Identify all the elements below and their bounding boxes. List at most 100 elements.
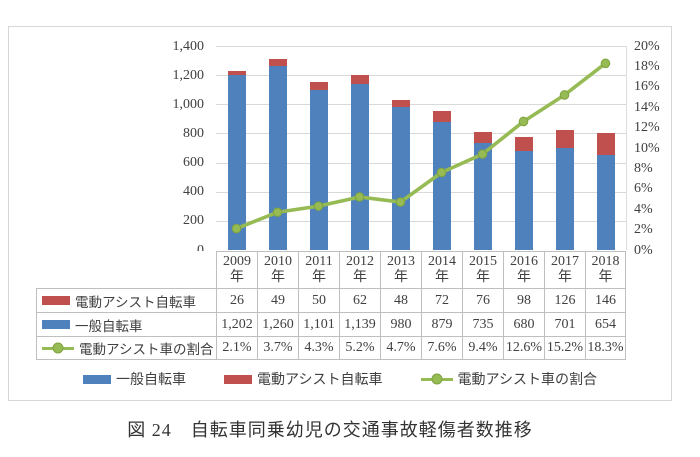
- table-value-cell: 680: [504, 313, 544, 336]
- year-number: 2015: [469, 254, 497, 269]
- table-value-cell: 146: [586, 289, 626, 312]
- right-axis-tick-label: 8%: [634, 160, 653, 176]
- year-suffix: 年: [271, 270, 285, 285]
- right-axis-tick-label: 4%: [634, 201, 653, 217]
- right-axis-tick-label: 6%: [634, 181, 653, 197]
- legend-blue-swatch: [83, 374, 112, 384]
- table-value-cell: 76: [463, 289, 503, 312]
- ratio-line-marker: [395, 197, 406, 207]
- right-axis-tick-label: 0%: [634, 242, 653, 258]
- table-value-cell: 5.2%: [340, 337, 380, 360]
- table-value-cell: 26: [217, 289, 257, 312]
- right-axis-tick-label: 2%: [634, 222, 653, 238]
- year-number: 2010: [264, 254, 292, 269]
- table-value-cell: 50: [299, 289, 339, 312]
- gridline: [216, 162, 626, 164]
- year-suffix: 年: [394, 270, 408, 285]
- bar-segment-assist: [350, 75, 369, 85]
- table-year-header: 2011 年: [299, 251, 339, 288]
- table-year-header: 2014 年: [422, 251, 462, 288]
- table-year-header: 2012 年: [340, 251, 380, 288]
- line-swatch-marker: [52, 342, 64, 354]
- bar-segment-assist: [596, 133, 615, 155]
- ratio-line-marker: [518, 116, 529, 127]
- table-year-header: 2015 年: [463, 251, 503, 288]
- bar-segment-assist: [555, 129, 574, 148]
- year-number: 2012: [346, 254, 374, 269]
- year-suffix: 年: [476, 270, 490, 285]
- left-axis-tick-label: 200: [183, 213, 204, 229]
- bar-segment-assist: [309, 82, 328, 90]
- table-value-cell: 18.3%: [586, 337, 626, 360]
- year-suffix: 年: [230, 270, 244, 285]
- table-value-cell: 1,139: [340, 313, 380, 336]
- left-axis-tick-label: 600: [183, 155, 204, 171]
- table-value-cell: 72: [422, 289, 462, 312]
- bar-segment-assist: [227, 71, 246, 75]
- table-value-cell: 4.7%: [381, 337, 421, 360]
- table-row-label: 電動アシスト車の割合: [79, 342, 214, 357]
- year-number: 2017: [551, 254, 579, 269]
- legend-item: 一般自転車: [83, 369, 186, 389]
- year-number: 2009: [223, 254, 251, 269]
- year-number: 2013: [387, 254, 415, 269]
- year-suffix: 年: [312, 270, 326, 285]
- left-axis-tick-label: 400: [183, 184, 204, 200]
- ratio-line-marker: [313, 201, 324, 211]
- year-suffix: 年: [435, 270, 449, 285]
- table-value-cell: 7.6%: [422, 337, 462, 360]
- table-row-label: 一般自転車: [75, 318, 143, 334]
- legend-item-label: 一般自転車: [116, 373, 187, 388]
- table-value-cell: 980: [381, 313, 421, 336]
- table-value-cell: 1,202: [217, 313, 257, 336]
- table-value-cell: 12.6%: [504, 337, 544, 360]
- ratio-line: [235, 61, 607, 231]
- ratio-line-marker: [231, 223, 242, 234]
- table-row-header: 電動アシスト自転車: [36, 289, 216, 312]
- bar-segment-assist: [432, 111, 451, 122]
- table-year-header: 2017 年: [545, 251, 585, 288]
- gridline: [216, 220, 626, 222]
- bar-segment-general: [473, 142, 492, 250]
- table-value-cell: 1,260: [258, 313, 298, 336]
- table-value-cell: 654: [586, 313, 626, 336]
- gridline: [216, 191, 626, 193]
- ratio-line-marker: [600, 58, 611, 69]
- gridline: [216, 46, 626, 47]
- legend-item-label: 電動アシスト自転車: [257, 373, 383, 388]
- chart-frame: 1,400 1,200 1,000 800 600 400 200 0 20% 18% 16% 14…: [8, 26, 672, 401]
- legend-item-label: 電動アシスト車の割合: [457, 373, 597, 388]
- table-value-cell: 126: [545, 289, 585, 312]
- bar-segment-general: [514, 150, 533, 250]
- right-axis-tick-label: 20%: [634, 38, 660, 54]
- left-axis-tick-label: 800: [183, 125, 204, 141]
- table-value-cell: 98: [504, 289, 544, 312]
- legend-red-swatch: [224, 374, 253, 384]
- bar-segment-general: [432, 121, 451, 250]
- line-swatch-marker: [431, 373, 442, 385]
- legend-item: 電動アシスト自転車: [224, 369, 383, 389]
- year-suffix: 年: [598, 270, 613, 285]
- data-table: 2009 年 2010 年 2011 年 2012 年 2013 年 2014 年 2015 年 2016 年…: [36, 251, 626, 360]
- legend-line-swatch: [42, 342, 74, 354]
- bar-segment-general: [309, 89, 328, 250]
- table-value-cell: 62: [340, 289, 380, 312]
- left-axis-tick-label: 1,200: [172, 67, 205, 83]
- left-axis-tick-label: 1,000: [172, 96, 205, 112]
- table-row-header: 一般自転車: [36, 313, 216, 336]
- year-number: 2014: [428, 254, 456, 269]
- legend-line-swatch: [420, 373, 453, 385]
- gridline: [216, 133, 626, 135]
- legend-item: 電動アシスト車の割合: [420, 369, 597, 389]
- legend-red-swatch: [42, 296, 70, 305]
- year-suffix: 年: [558, 270, 572, 285]
- bar-segment-general: [268, 66, 287, 250]
- ratio-line-marker: [354, 192, 365, 202]
- table-year-header: 2016 年: [504, 251, 544, 288]
- bar-segment-assist: [268, 59, 287, 67]
- table-corner-cell: [36, 251, 216, 288]
- table-value-cell: 735: [463, 313, 503, 336]
- gridline: [216, 75, 626, 77]
- plot-area: [216, 46, 627, 250]
- bar-segment-assist: [391, 100, 410, 108]
